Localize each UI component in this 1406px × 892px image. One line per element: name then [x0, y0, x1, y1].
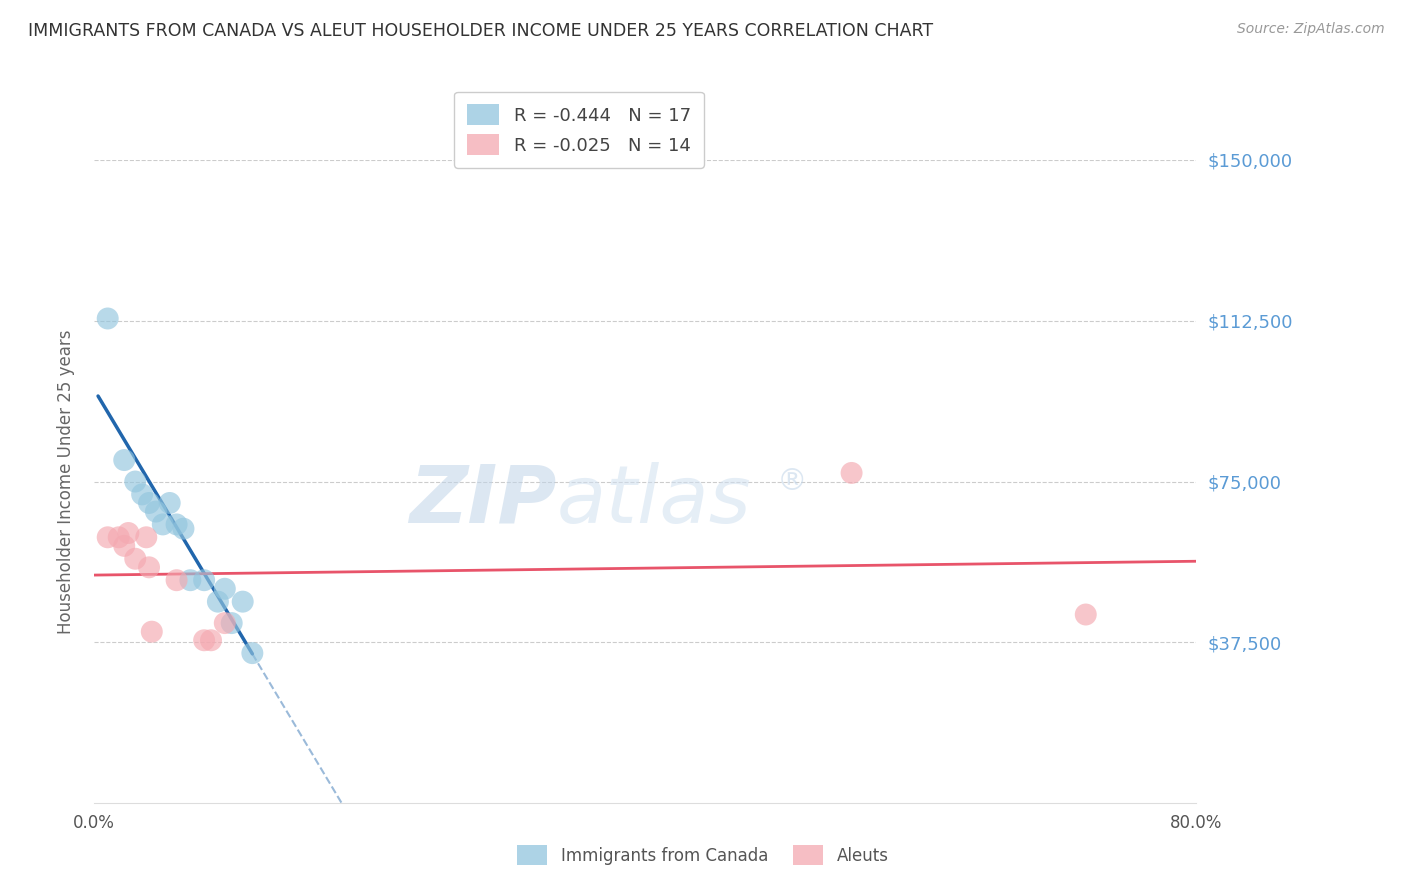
Point — [135, 530, 157, 544]
Point — [159, 496, 181, 510]
Point — [207, 594, 229, 608]
Point — [145, 504, 167, 518]
Point — [193, 573, 215, 587]
Point — [107, 530, 129, 544]
Point — [124, 475, 146, 489]
Text: ZIP: ZIP — [409, 462, 557, 540]
Point — [138, 496, 160, 510]
Point — [221, 616, 243, 631]
Point — [240, 646, 263, 660]
Point — [97, 311, 120, 326]
Point — [166, 517, 188, 532]
Point — [179, 573, 201, 587]
Point — [172, 522, 194, 536]
Point — [117, 526, 139, 541]
Text: IMMIGRANTS FROM CANADA VS ALEUT HOUSEHOLDER INCOME UNDER 25 YEARS CORRELATION CH: IMMIGRANTS FROM CANADA VS ALEUT HOUSEHOL… — [28, 22, 934, 40]
Point — [112, 453, 135, 467]
Point — [138, 560, 160, 574]
Point — [200, 633, 222, 648]
Point — [214, 582, 236, 596]
Point — [97, 530, 120, 544]
Point — [152, 517, 174, 532]
Point — [166, 573, 188, 587]
Point — [131, 487, 153, 501]
Legend: R = -0.444   N = 17, R = -0.025   N = 14: R = -0.444 N = 17, R = -0.025 N = 14 — [454, 92, 703, 168]
Point — [232, 594, 254, 608]
Text: ®: ® — [778, 467, 807, 496]
Y-axis label: Householder Income Under 25 years: Householder Income Under 25 years — [58, 329, 75, 634]
Point — [141, 624, 163, 639]
Point — [124, 551, 146, 566]
Legend: Immigrants from Canada, Aleuts: Immigrants from Canada, Aleuts — [508, 836, 898, 875]
Text: atlas: atlas — [557, 462, 752, 540]
Point — [841, 466, 863, 480]
Point — [112, 539, 135, 553]
Point — [214, 616, 236, 631]
Point — [193, 633, 215, 648]
Point — [1074, 607, 1097, 622]
Text: Source: ZipAtlas.com: Source: ZipAtlas.com — [1237, 22, 1385, 37]
